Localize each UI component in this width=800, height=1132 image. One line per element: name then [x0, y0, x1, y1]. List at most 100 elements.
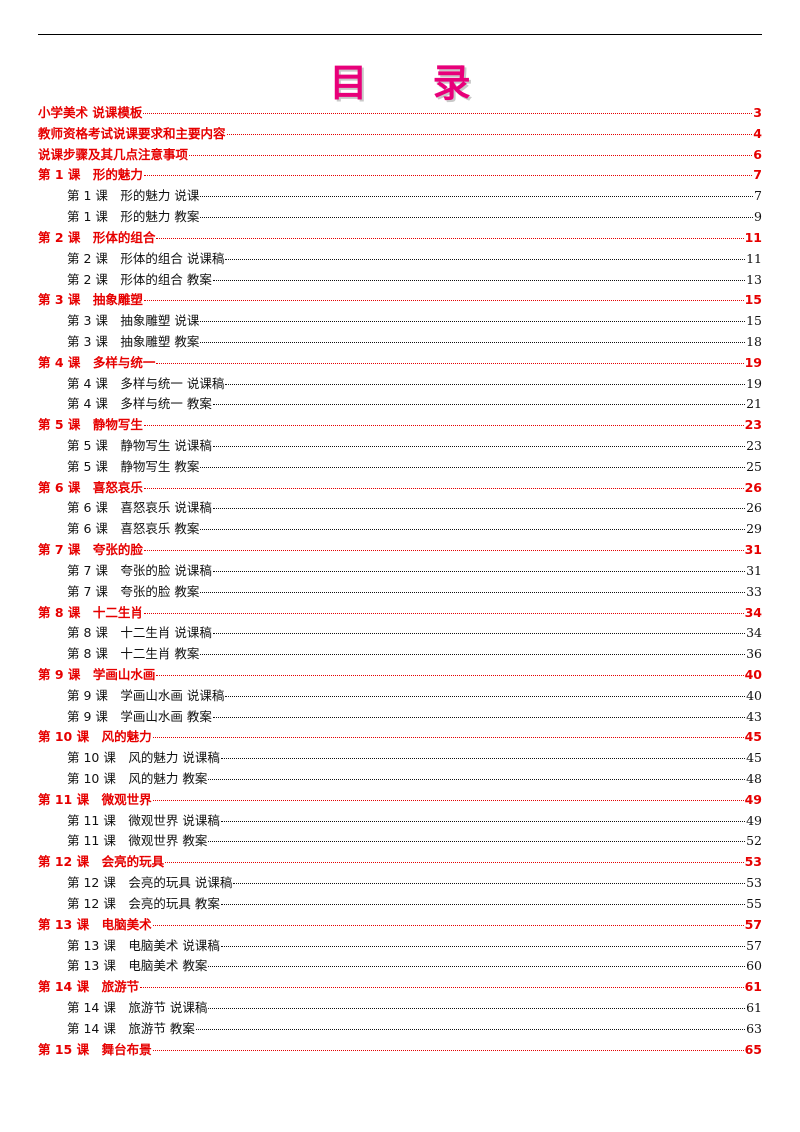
toc-section-entry[interactable]: 第 4 课 多样与统一 教案 21	[38, 394, 762, 415]
toc-entry-label: 第 9 课 学画山水画 说课稿	[67, 687, 225, 703]
toc-page-number: 11	[746, 250, 762, 266]
toc-page-number: 48	[746, 771, 762, 786]
toc-section-entry[interactable]: 第 2 课 形体的组合 说课稿 11	[38, 249, 762, 270]
dot-leader	[200, 217, 754, 219]
toc-entry-label: 第 6 课 喜怒哀乐	[38, 479, 143, 495]
toc-page-number: 15	[746, 313, 762, 329]
toc-chapter-entry[interactable]: 第 13 课 电脑美术 57	[38, 915, 762, 936]
toc-page-number: 53	[744, 854, 762, 870]
dot-leader	[208, 841, 746, 843]
toc-chapter-entry[interactable]: 小学美术 说课模板 3	[38, 103, 762, 124]
dot-leader	[200, 654, 746, 656]
dot-leader	[220, 820, 746, 822]
toc-page-number: 61	[744, 979, 762, 995]
toc-section-entry[interactable]: 第 7 课 夸张的脸 教案 33	[38, 582, 762, 603]
toc-chapter-entry[interactable]: 第 12 课 会亮的玩具 53	[38, 852, 762, 873]
dot-leader	[212, 508, 746, 510]
dot-leader	[220, 758, 746, 760]
toc-page-number: 34	[744, 604, 762, 620]
toc-entry-label: 第 12 课 会亮的玩具 教案	[67, 895, 220, 911]
toc-section-entry[interactable]: 第 6 课 喜怒哀乐 教案 29	[38, 519, 762, 540]
toc-section-entry[interactable]: 第 10 课 风的魅力 说课稿 45	[38, 748, 762, 769]
dot-leader	[212, 716, 746, 718]
toc-chapter-entry[interactable]: 第 3 课 抽象雕塑 15	[38, 290, 762, 311]
toc-entry-label: 第 1 课 形的魅力 教案	[67, 209, 200, 225]
toc-page-number: 13	[746, 271, 762, 287]
toc-page-number: 49	[744, 791, 762, 807]
dot-leader	[212, 279, 746, 281]
toc-section-entry[interactable]: 第 5 课 静物写生 教案 25	[38, 457, 762, 478]
toc-chapter-entry[interactable]: 第 1 课 形的魅力 7	[38, 165, 762, 186]
toc-section-entry[interactable]: 第 3 课 抽象雕塑 说课 15	[38, 311, 762, 332]
dot-leader	[156, 674, 744, 676]
toc-section-entry[interactable]: 第 4 课 多样与统一 说课稿 19	[38, 374, 762, 395]
toc-entry-label: 第 2 课 形体的组合	[38, 229, 156, 245]
toc-chapter-entry[interactable]: 第 14 课 旅游节 61	[38, 977, 762, 998]
toc-section-entry[interactable]: 第 14 课 旅游节 教案 63	[38, 1019, 762, 1040]
dot-leader	[200, 591, 746, 593]
toc-section-entry[interactable]: 第 12 课 会亮的玩具 教案 55	[38, 894, 762, 915]
dot-leader	[208, 1007, 746, 1009]
toc-chapter-entry[interactable]: 第 6 课 喜怒哀乐 26	[38, 478, 762, 499]
toc-section-entry[interactable]: 第 7 课 夸张的脸 说课稿 31	[38, 561, 762, 582]
dot-leader	[143, 612, 744, 614]
toc-section-entry[interactable]: 第 11 课 微观世界 说课稿 49	[38, 811, 762, 832]
toc-entry-label: 第 13 课 电脑美术 教案	[67, 958, 208, 974]
dot-leader	[143, 113, 753, 114]
toc-section-entry[interactable]: 第 13 课 电脑美术 说课稿 57	[38, 936, 762, 957]
toc-entry-label: 第 1 课 形的魅力	[38, 167, 143, 183]
dot-leader	[152, 737, 744, 739]
toc-chapter-entry[interactable]: 第 5 课 静物写生 23	[38, 415, 762, 436]
toc-chapter-entry[interactable]: 第 2 课 形体的组合 11	[38, 228, 762, 249]
toc-section-entry[interactable]: 第 8 课 十二生肖 教案 36	[38, 644, 762, 665]
toc-entry-label: 第 8 课 十二生肖 教案	[67, 646, 200, 662]
dot-leader	[156, 362, 744, 364]
dot-leader	[212, 633, 746, 635]
toc-section-entry[interactable]: 第 11 课 微观世界 教案 52	[38, 831, 762, 852]
toc-page-number: 63	[746, 1020, 762, 1036]
toc-section-entry[interactable]: 第 10 课 风的魅力 教案 48	[38, 769, 762, 790]
toc-entry-label: 第 11 课 微观世界 教案	[67, 833, 208, 849]
toc-page-number: 53	[746, 875, 762, 891]
toc-page-number: 33	[746, 583, 762, 599]
toc-entry-label: 第 2 课 形体的组合 教案	[67, 271, 212, 287]
toc-page-number: 3	[753, 105, 762, 120]
toc-entry-label: 第 11 课 微观世界 说课稿	[67, 812, 220, 828]
toc-entry-label: 第 8 课 十二生肖	[38, 604, 143, 620]
dot-leader	[189, 154, 753, 156]
dot-leader	[225, 258, 746, 260]
toc-section-entry[interactable]: 第 9 课 学画山水画 教案 43	[38, 707, 762, 728]
dot-leader	[143, 300, 744, 302]
dot-leader	[225, 695, 746, 697]
toc-chapter-entry[interactable]: 第 15 课 舞台布景 65	[38, 1040, 762, 1061]
toc-section-entry[interactable]: 第 1 课 形的魅力 说课 7	[38, 186, 762, 207]
toc-chapter-entry[interactable]: 第 7 课 夸张的脸 31	[38, 540, 762, 561]
toc-chapter-entry[interactable]: 第 4 课 多样与统一 19	[38, 353, 762, 374]
toc-page-number: 45	[746, 750, 762, 766]
toc-chapter-entry[interactable]: 第 11 课 微观世界 49	[38, 790, 762, 811]
toc-section-entry[interactable]: 第 12 课 会亮的玩具 说课稿 53	[38, 873, 762, 894]
toc-chapter-entry[interactable]: 第 9 课 学画山水画 40	[38, 665, 762, 686]
dot-leader	[152, 1049, 744, 1051]
toc-section-entry[interactable]: 第 6 课 喜怒哀乐 说课稿 26	[38, 498, 762, 519]
toc-section-entry[interactable]: 第 1 课 形的魅力 教案 9	[38, 207, 762, 228]
toc-chapter-entry[interactable]: 教师资格考试说课要求和主要内容 4	[38, 124, 762, 145]
toc-section-entry[interactable]: 第 3 课 抽象雕塑 教案 18	[38, 332, 762, 353]
toc-chapter-entry[interactable]: 说课步骤及其几点注意事项 6	[38, 145, 762, 166]
toc-section-entry[interactable]: 第 9 课 学画山水画 说课稿 40	[38, 686, 762, 707]
dot-leader	[200, 196, 754, 198]
toc-section-entry[interactable]: 第 5 课 静物写生 说课稿 23	[38, 436, 762, 457]
toc-page-number: 36	[746, 646, 762, 662]
toc-section-entry[interactable]: 第 14 课 旅游节 说课稿 61	[38, 998, 762, 1019]
toc-entry-label: 第 3 课 抽象雕塑 说课	[67, 313, 200, 329]
toc-page-number: 57	[746, 937, 762, 953]
toc-chapter-entry[interactable]: 第 8 课 十二生肖 34	[38, 603, 762, 624]
toc-section-entry[interactable]: 第 8 课 十二生肖 说课稿 34	[38, 623, 762, 644]
toc-page-number: 57	[744, 916, 762, 932]
toc-section-entry[interactable]: 第 2 课 形体的组合 教案 13	[38, 270, 762, 291]
toc-page-number: 61	[746, 999, 762, 1015]
dot-leader	[220, 945, 746, 947]
dot-leader	[200, 341, 746, 343]
toc-section-entry[interactable]: 第 13 课 电脑美术 教案 60	[38, 956, 762, 977]
toc-chapter-entry[interactable]: 第 10 课 风的魅力 45	[38, 727, 762, 748]
